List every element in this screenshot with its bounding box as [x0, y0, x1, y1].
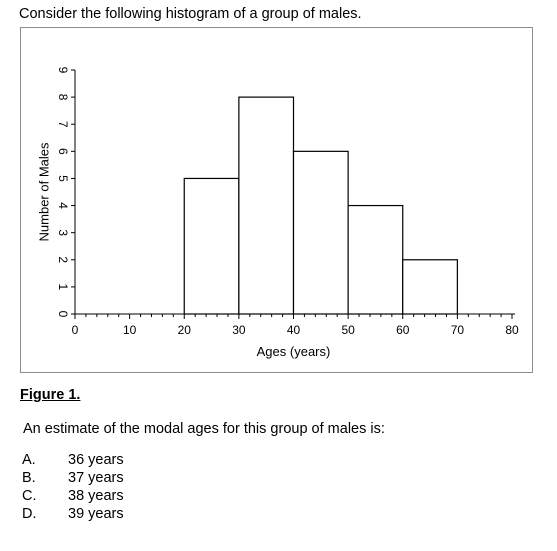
figure-label: Figure 1. [20, 387, 81, 403]
option-a[interactable]: A. 36 years [22, 451, 124, 469]
question-text: An estimate of the modal ages for this g… [23, 421, 385, 437]
option-letter: D. [22, 506, 37, 522]
y-tick-label: 9 [56, 67, 70, 74]
histogram-bar [402, 259, 458, 315]
option-letter: B. [22, 470, 36, 486]
option-text: 37 years [68, 470, 124, 486]
histogram-bar [347, 204, 404, 315]
option-c[interactable]: C. 38 years [22, 487, 124, 505]
histogram-bar [183, 177, 240, 315]
x-tick-label: 60 [396, 323, 410, 337]
x-axis-label: Ages (years) [257, 344, 331, 359]
x-tick-label: 80 [505, 323, 519, 337]
option-letter: C. [22, 488, 37, 504]
histogram-bar [292, 150, 349, 315]
option-d[interactable]: D. 39 years [22, 505, 124, 523]
y-axis-label: Number of Males [37, 142, 52, 241]
histogram-bar [238, 96, 295, 315]
y-tick-label: 6 [56, 148, 70, 155]
chart-frame [20, 27, 533, 373]
y-tick-label: 2 [56, 256, 70, 263]
x-tick-label: 0 [72, 323, 79, 337]
x-tick-label: 30 [232, 323, 246, 337]
y-tick-label: 0 [56, 311, 70, 318]
x-tick-label: 40 [287, 323, 301, 337]
option-text: 38 years [68, 488, 124, 504]
intro-text: Consider the following histogram of a gr… [19, 6, 362, 22]
x-tick-label: 70 [451, 323, 465, 337]
option-text: 39 years [68, 506, 124, 522]
option-text: 36 years [68, 452, 124, 468]
y-tick-label: 5 [56, 175, 70, 182]
answer-options: A. 36 years B. 37 years C. 38 years D. 3… [22, 451, 124, 523]
y-tick-label: 4 [56, 202, 70, 209]
y-tick-label: 3 [56, 229, 70, 236]
y-tick-label: 1 [56, 284, 70, 291]
y-tick-label: 7 [56, 121, 70, 128]
y-tick-label: 8 [56, 94, 70, 101]
option-letter: A. [22, 452, 36, 468]
x-tick-label: 20 [178, 323, 192, 337]
x-tick-label: 10 [123, 323, 137, 337]
option-b[interactable]: B. 37 years [22, 469, 124, 487]
x-tick-label: 50 [341, 323, 355, 337]
